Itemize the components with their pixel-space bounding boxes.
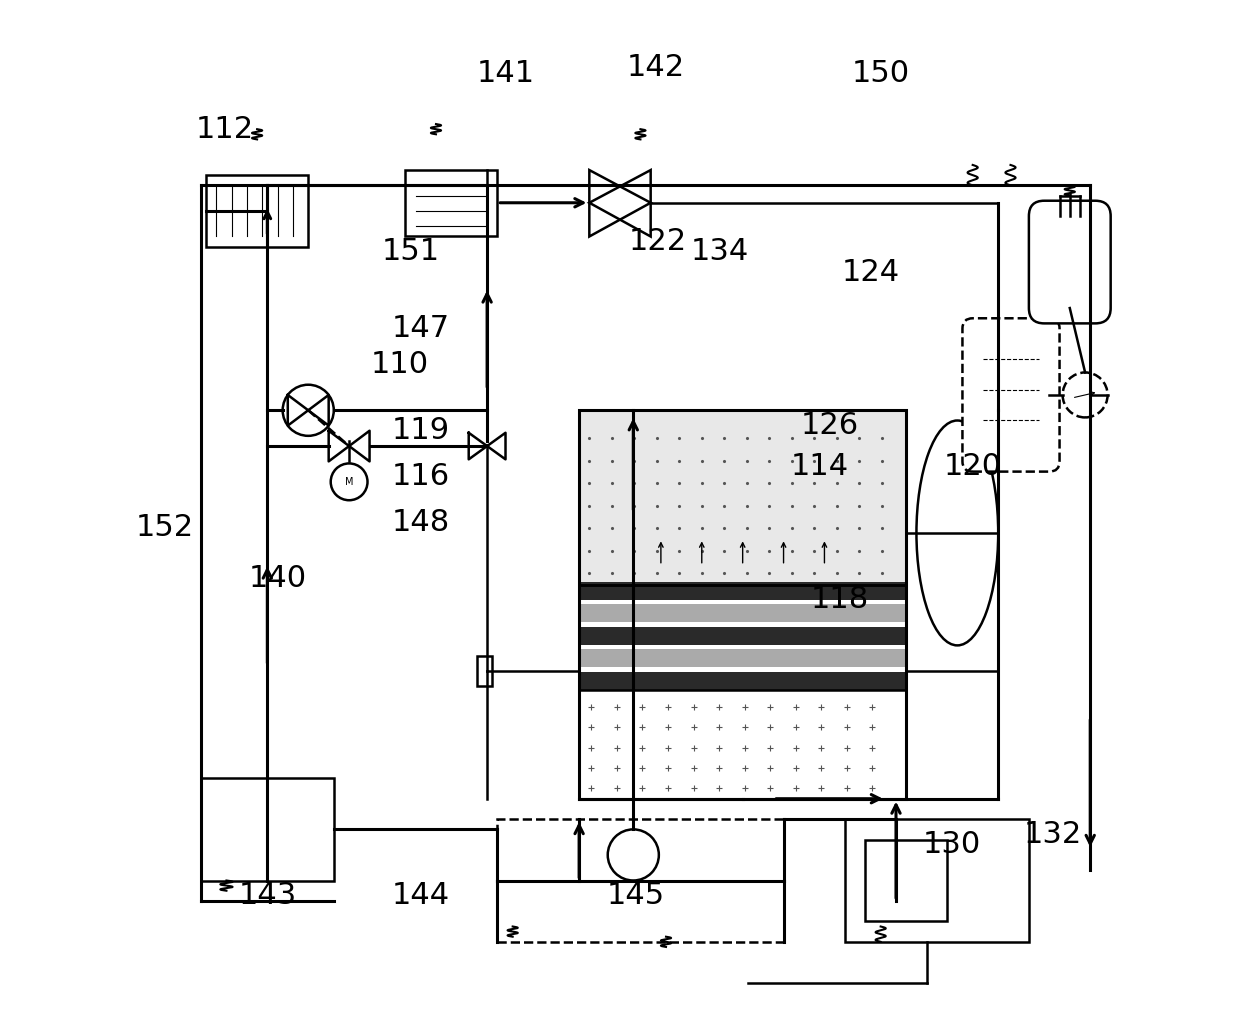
Bar: [477, 656, 492, 687]
Text: 143: 143: [238, 882, 296, 910]
Text: 110: 110: [371, 350, 429, 379]
Text: 148: 148: [392, 508, 450, 537]
Text: 126: 126: [801, 411, 858, 440]
Bar: [579, 581, 906, 600]
FancyBboxPatch shape: [844, 819, 1029, 942]
Text: 114: 114: [790, 452, 848, 481]
Text: 116: 116: [392, 462, 450, 491]
Text: 150: 150: [852, 59, 910, 88]
FancyBboxPatch shape: [201, 778, 334, 880]
Text: 122: 122: [629, 228, 687, 256]
FancyBboxPatch shape: [497, 819, 784, 942]
Text: 118: 118: [811, 585, 869, 614]
Text: 140: 140: [248, 565, 306, 593]
FancyBboxPatch shape: [579, 410, 906, 585]
Text: 124: 124: [842, 257, 899, 287]
Bar: [579, 410, 906, 798]
Text: 152: 152: [136, 514, 195, 542]
FancyBboxPatch shape: [206, 175, 309, 247]
Bar: [579, 671, 906, 690]
Ellipse shape: [916, 420, 998, 646]
Text: 147: 147: [392, 314, 450, 343]
Bar: [579, 649, 906, 667]
Text: 130: 130: [923, 830, 981, 859]
Text: 145: 145: [606, 882, 665, 910]
FancyBboxPatch shape: [405, 170, 497, 237]
Text: 134: 134: [691, 238, 749, 266]
FancyBboxPatch shape: [962, 319, 1059, 472]
Text: 141: 141: [476, 59, 534, 88]
Text: 120: 120: [944, 452, 1002, 481]
Text: 119: 119: [392, 416, 450, 445]
Bar: [579, 626, 906, 645]
FancyBboxPatch shape: [1029, 201, 1111, 324]
Text: 144: 144: [392, 882, 450, 910]
Text: M: M: [345, 477, 353, 487]
Text: 132: 132: [1023, 820, 1081, 849]
Text: 112: 112: [196, 115, 253, 144]
Text: 151: 151: [382, 238, 439, 266]
Text: 142: 142: [626, 53, 684, 82]
Bar: [579, 604, 906, 622]
FancyBboxPatch shape: [866, 839, 947, 921]
